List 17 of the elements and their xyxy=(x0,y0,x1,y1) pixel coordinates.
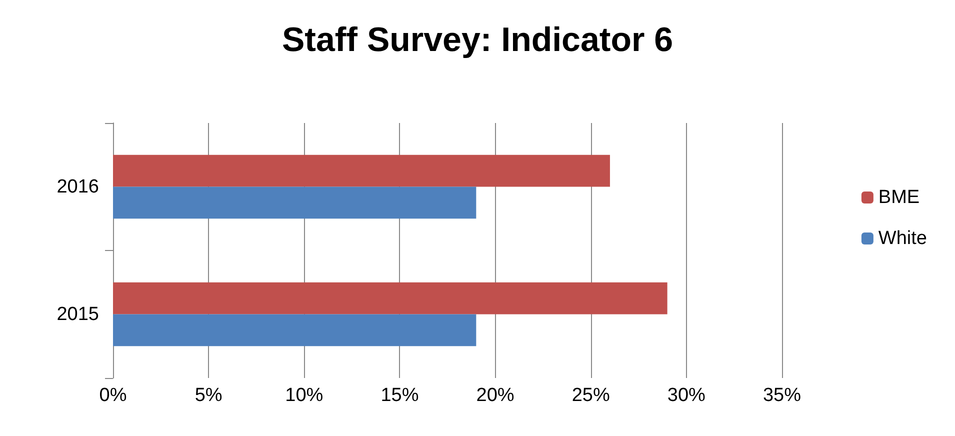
y-tick-label: 2015 xyxy=(56,304,99,325)
x-tick-label: 20% xyxy=(476,385,514,406)
legend-label: White xyxy=(878,228,928,249)
y-tick-label: 2016 xyxy=(56,176,99,198)
x-tick-label: 15% xyxy=(380,385,419,406)
x-tick-label: 5% xyxy=(194,385,222,406)
bar xyxy=(113,154,610,187)
x-tick-label: 35% xyxy=(762,385,802,406)
bar xyxy=(113,314,476,346)
x-tick-label: 30% xyxy=(667,385,706,406)
bar xyxy=(113,282,668,314)
x-tick-label: 10% xyxy=(285,385,324,406)
chart-title: Staff Survey: Indicator 6 xyxy=(282,21,674,59)
legend-label: BME xyxy=(878,187,920,208)
x-tick-label: 0% xyxy=(99,385,127,406)
bar xyxy=(113,186,476,219)
x-tick-label: 25% xyxy=(572,385,610,406)
